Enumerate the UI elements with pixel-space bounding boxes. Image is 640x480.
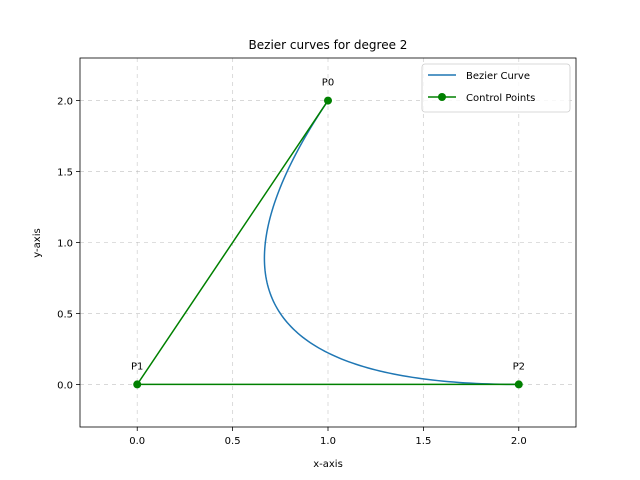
control-point-marker <box>324 96 332 105</box>
y-tick-label: 0.0 <box>57 380 73 391</box>
x-tick-label: 1.5 <box>415 436 431 447</box>
point-labels: P0 P1 P2 <box>131 78 525 373</box>
grid <box>80 58 576 427</box>
control-point-label: P2 <box>513 361 525 372</box>
x-tick-label: 0.0 <box>129 436 145 447</box>
x-tick-label: 1.0 <box>320 436 336 447</box>
control-point-label: P1 <box>131 361 143 372</box>
y-axis-label: y-axis <box>32 228 43 257</box>
y-tick-label: 0.5 <box>57 309 73 320</box>
axis-ticks: 0.0 0.5 1.0 1.5 2.0 0.0 0.5 1.0 1.5 2.0 <box>57 97 527 447</box>
y-tick-label: 2.0 <box>57 97 73 108</box>
y-tick-label: 1.0 <box>57 239 73 250</box>
legend-label-bezier-curve: Bezier Curve <box>466 71 530 82</box>
x-tick-label: 0.5 <box>225 436 241 447</box>
legend-box <box>421 63 571 113</box>
y-tick-label: 1.5 <box>57 168 73 179</box>
plot-series <box>133 96 523 389</box>
bezier-curve-line <box>263 100 519 386</box>
control-point-marker <box>514 380 523 389</box>
legend-label-control-points: Control Points <box>466 93 535 104</box>
x-axis-label: x-axis <box>313 459 343 470</box>
legend-marker-control-points <box>438 93 446 101</box>
control-point-label: P0 <box>322 78 334 89</box>
chart-title: Bezier curves for degree 2 <box>249 38 408 52</box>
legend: Bezier Curve Control Points <box>421 63 571 113</box>
x-tick-label: 2.0 <box>511 436 527 447</box>
control-point-marker <box>133 380 142 389</box>
